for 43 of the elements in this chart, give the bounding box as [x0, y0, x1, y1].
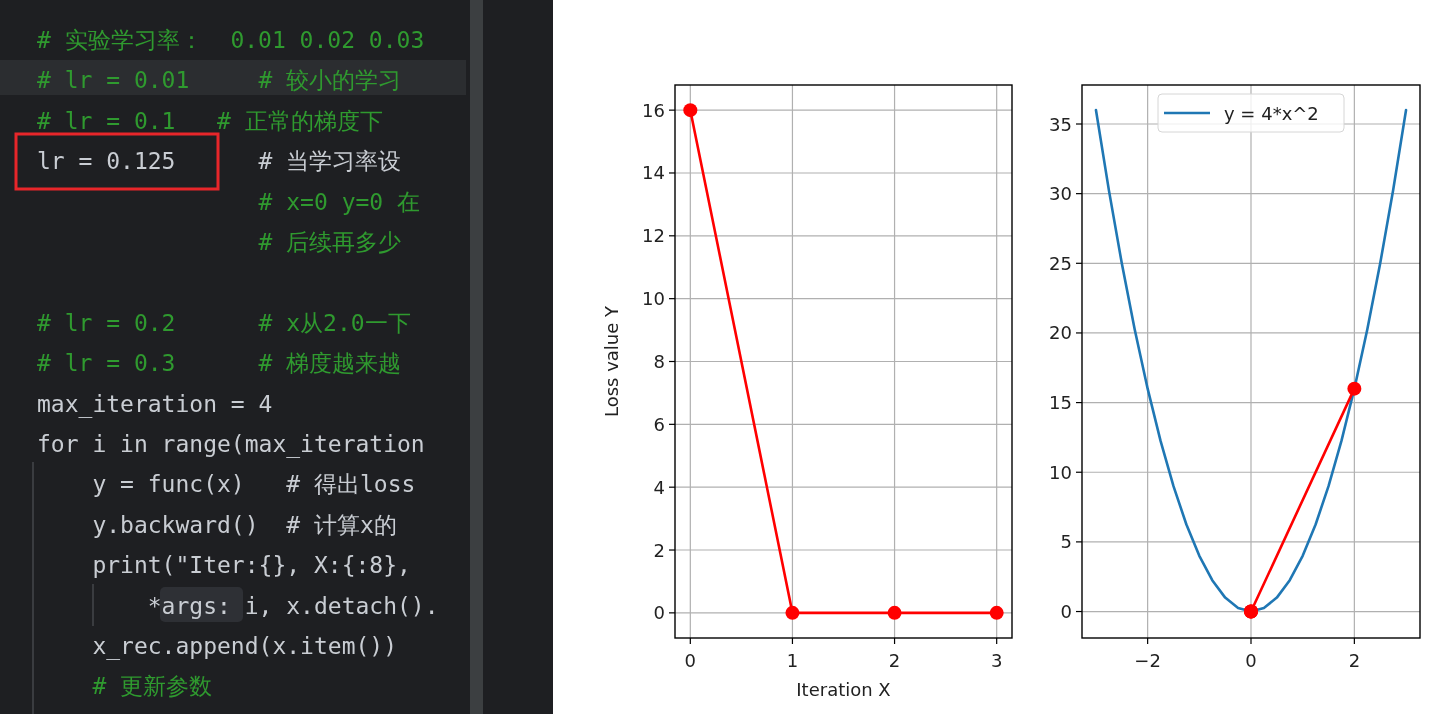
x-tick-label: 2 — [1348, 650, 1361, 671]
y-tick-label: 25 — [1049, 252, 1072, 274]
text: max_iteration = 4 — [37, 390, 273, 418]
text: y = func(x) # 得出loss — [37, 471, 416, 498]
y-tick-label: 35 — [1049, 113, 1072, 135]
x-tick-label: 0 — [684, 650, 697, 671]
x-tick-label: 0 — [1245, 650, 1257, 671]
text: # lr = 0.1 # 正常的梯度下 — [37, 107, 383, 134]
y-tick-label: 14 — [642, 162, 665, 184]
text: *args: i, x.detach(). — [37, 592, 439, 619]
x-axis-title: Iteration X — [796, 679, 891, 700]
text: # lr = 0.2 # x从2.0一下 — [37, 309, 411, 336]
y-tick-label: 30 — [1049, 183, 1072, 205]
text: # x=0 y=0 在 — [37, 188, 421, 215]
text: for i in range(max_iteration — [37, 431, 425, 458]
x-tick-label: 3 — [990, 650, 1003, 671]
text: lr = 0.125 # 当学习率设 — [37, 148, 402, 175]
y-tick-label: 0 — [1060, 601, 1072, 623]
y-tick-label: 0 — [653, 602, 665, 624]
y-tick-label: 16 — [642, 99, 665, 121]
x-tick-label: 2 — [888, 650, 901, 671]
text: # 更新参数 — [37, 673, 213, 700]
y-axis-title: Loss value Y — [601, 304, 622, 418]
text: x_rec.append(x.item()) — [37, 633, 398, 660]
legend-label: y = 4*x^2 — [1224, 102, 1319, 124]
y-tick-label: 15 — [1049, 392, 1072, 414]
y-tick-label: 4 — [653, 476, 665, 498]
text: # lr = 0.3 # 梯度越来越 — [37, 350, 402, 377]
x-tick-label: 1 — [786, 650, 799, 671]
y-tick-label: 10 — [642, 288, 665, 310]
y-tick-label: 20 — [1049, 322, 1072, 344]
text: # lr = 0.01 # 较小的学习 — [37, 67, 402, 94]
text: # 实验学习率： 0.01 0.02 0.03 — [37, 27, 425, 53]
text: y.backward() # 计算x的 — [37, 511, 397, 538]
y-tick-label: 12 — [642, 225, 665, 247]
y-tick-label: 6 — [653, 413, 665, 435]
y-tick-label: 10 — [1049, 461, 1072, 483]
text: print("Iter:{}, X:{:8}, — [37, 552, 411, 579]
y-tick-label: 2 — [653, 539, 665, 561]
x-tick-label: −2 — [1134, 650, 1161, 671]
y-tick-label: 5 — [1060, 531, 1072, 553]
text: # 后续再多少 — [37, 229, 402, 255]
y-tick-label: 8 — [653, 351, 665, 372]
